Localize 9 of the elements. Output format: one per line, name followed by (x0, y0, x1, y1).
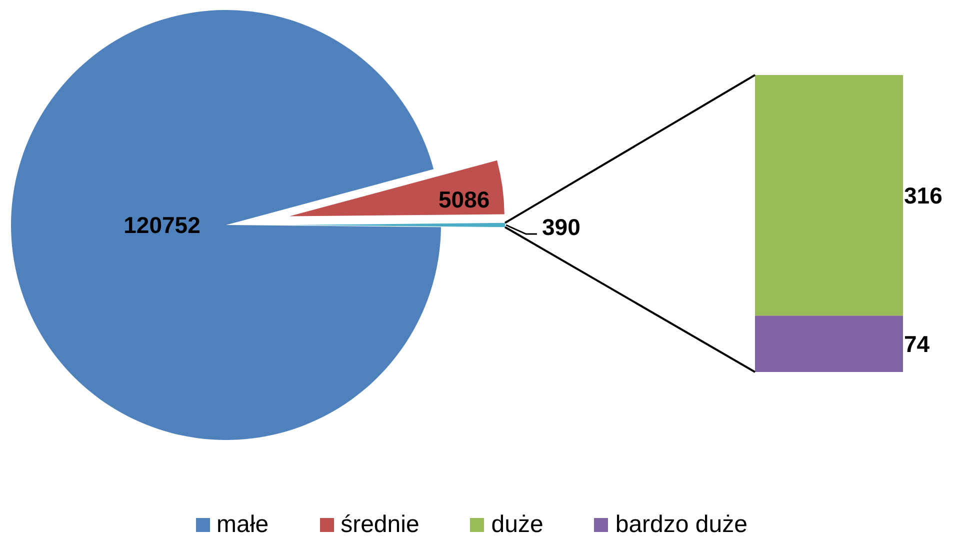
data-label: 120752 (124, 212, 200, 238)
legend-label: małe (216, 511, 269, 538)
legend-label: duże (491, 511, 544, 538)
data-label: 316 (904, 182, 942, 208)
data-label: 5086 (438, 186, 490, 212)
data-label: 74 (904, 330, 930, 357)
legend-label: bardzo duże (615, 511, 748, 538)
data-label: 390 (542, 214, 580, 240)
legend-label: średnie (340, 511, 420, 538)
